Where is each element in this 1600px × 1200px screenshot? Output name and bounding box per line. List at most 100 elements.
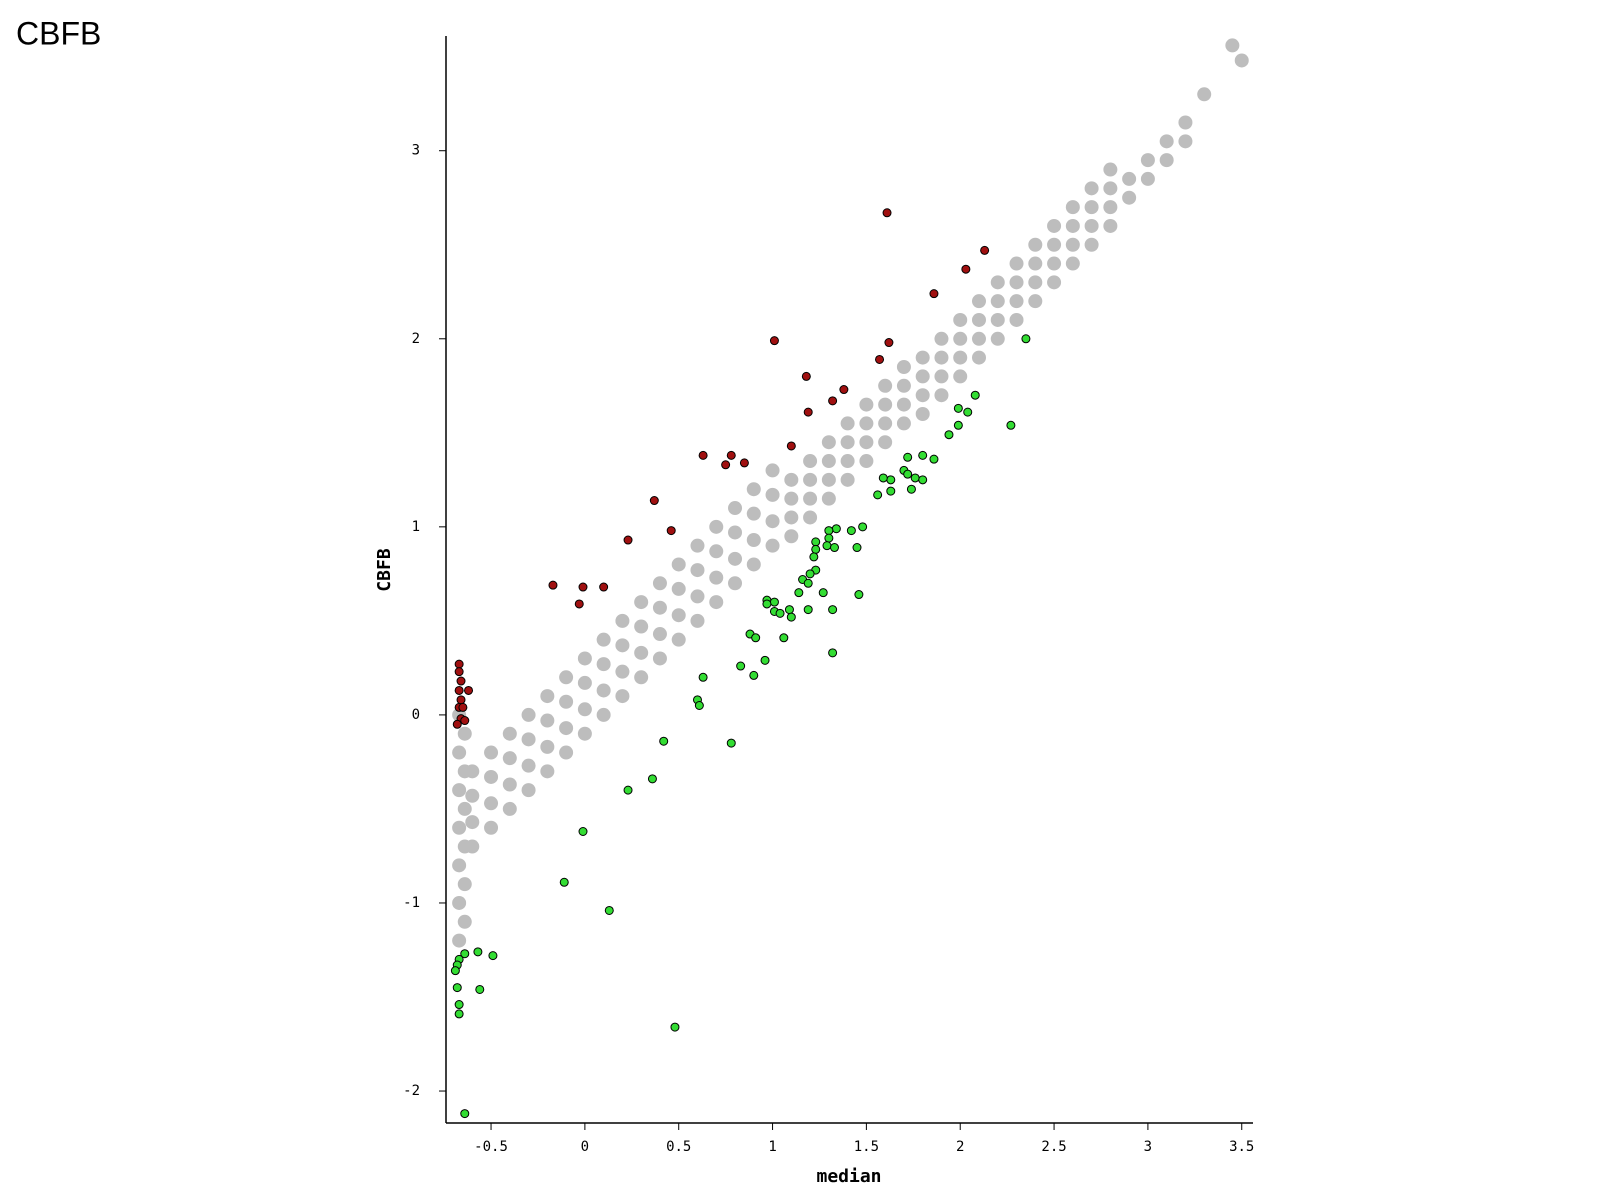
x-tick-label: -0.5 <box>474 1139 508 1155</box>
highlight-point <box>828 648 838 658</box>
background-point <box>840 416 855 431</box>
background-point <box>540 739 555 754</box>
highlight-point <box>604 905 614 915</box>
highlight-point <box>450 966 460 976</box>
y-tick-label: -2 <box>403 1083 420 1099</box>
background-point <box>915 369 930 384</box>
background-point <box>1009 275 1024 290</box>
highlight-point <box>831 524 841 534</box>
highlight-point <box>794 588 804 598</box>
background-point <box>1122 190 1137 205</box>
highlight-point <box>878 473 888 483</box>
background-point <box>452 745 467 760</box>
background-point <box>452 820 467 835</box>
highlight-point <box>726 738 736 748</box>
background-point <box>671 581 686 596</box>
background-point <box>859 454 874 469</box>
highlight-point <box>886 475 896 485</box>
highlight-point <box>929 454 939 464</box>
background-point <box>540 764 555 779</box>
background-point <box>1178 134 1193 149</box>
highlight-point <box>811 537 821 547</box>
background-point <box>465 788 480 803</box>
background-point <box>934 369 949 384</box>
highlight-point <box>452 719 462 729</box>
highlight-point <box>559 877 569 887</box>
background-point <box>634 645 649 660</box>
background-point <box>690 589 705 604</box>
background-point <box>502 726 517 741</box>
x-tick-label: 0.5 <box>666 1139 691 1155</box>
x-tick-label: 1.5 <box>854 1139 879 1155</box>
highlight-point <box>953 420 963 430</box>
highlight-point <box>578 582 588 592</box>
background-point <box>953 312 968 327</box>
background-point <box>859 397 874 412</box>
background-point <box>971 331 986 346</box>
background-point <box>615 638 630 653</box>
background-point <box>709 595 724 610</box>
background-point <box>728 525 743 540</box>
background-point <box>746 482 761 497</box>
background-point <box>1225 38 1240 53</box>
background-point <box>896 359 911 374</box>
background-point <box>1084 200 1099 215</box>
background-point <box>990 275 1005 290</box>
highlight-point <box>721 460 731 470</box>
background-point <box>1047 218 1062 233</box>
background-point <box>1140 171 1155 186</box>
highlight-point <box>698 672 708 682</box>
highlight-point <box>906 484 916 494</box>
x-tick-label: 0 <box>581 1139 589 1155</box>
highlight-point <box>884 338 894 348</box>
background-point <box>784 491 799 506</box>
highlight-point <box>464 685 474 695</box>
background-point <box>484 745 499 760</box>
background-point <box>1009 294 1024 309</box>
highlight-point <box>475 984 485 994</box>
highlight-point <box>929 289 939 299</box>
highlight-point <box>736 661 746 671</box>
highlight-point <box>659 736 669 746</box>
background-point <box>652 627 667 642</box>
background-point <box>615 613 630 628</box>
highlight-point <box>574 599 584 609</box>
plot-points <box>450 38 1249 1119</box>
highlight-point <box>803 407 813 417</box>
highlight-point <box>775 608 785 618</box>
highlight-point <box>882 208 892 218</box>
background-point <box>1047 237 1062 252</box>
background-point <box>1197 87 1212 102</box>
highlight-point <box>488 951 498 961</box>
highlight-point <box>694 701 704 711</box>
background-point <box>840 435 855 450</box>
background-point <box>1084 181 1099 196</box>
background-point <box>878 378 893 393</box>
highlight-point <box>769 597 779 607</box>
highlight-point <box>599 582 609 592</box>
background-point <box>652 576 667 591</box>
background-point <box>840 472 855 487</box>
background-point <box>934 350 949 365</box>
highlight-point <box>829 543 839 553</box>
background-point <box>1103 200 1118 215</box>
background-point <box>457 877 472 892</box>
background-point <box>1009 312 1024 327</box>
highlight-point <box>454 1000 464 1010</box>
highlight-point <box>803 578 813 588</box>
background-point <box>971 350 986 365</box>
background-point <box>990 312 1005 327</box>
highlight-point <box>454 659 464 669</box>
highlight-point <box>903 452 913 462</box>
background-point <box>784 472 799 487</box>
highlight-point <box>852 543 862 553</box>
background-point <box>457 839 472 854</box>
background-point <box>896 378 911 393</box>
background-point <box>1065 237 1080 252</box>
x-axis-label: median <box>816 1166 881 1187</box>
highlight-point <box>873 490 883 500</box>
y-tick-label: 0 <box>412 707 420 723</box>
background-point <box>1065 218 1080 233</box>
background-point <box>1122 171 1137 186</box>
background-point <box>559 745 574 760</box>
